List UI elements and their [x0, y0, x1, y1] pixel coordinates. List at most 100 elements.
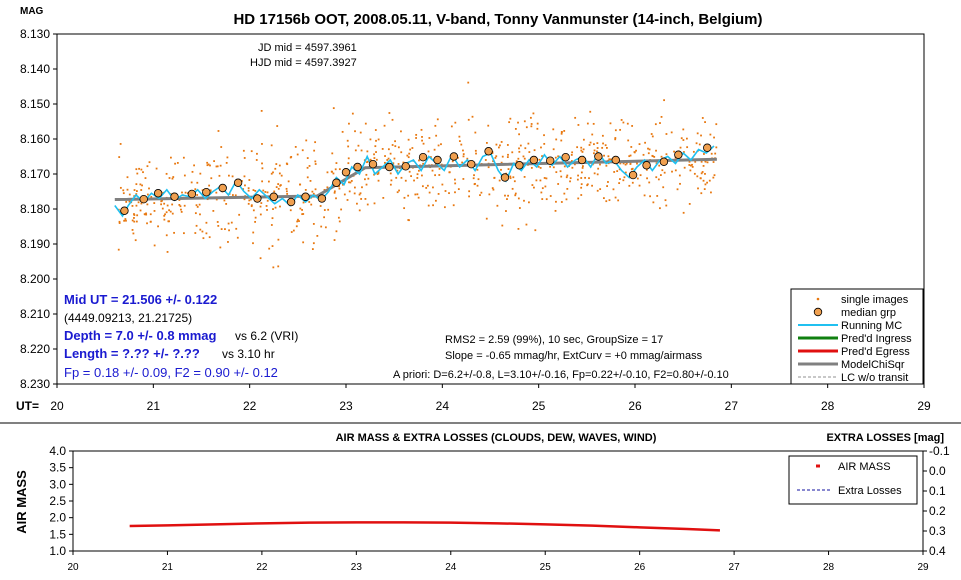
- single-image-point: [135, 183, 138, 186]
- single-image-point: [498, 179, 501, 182]
- single-image-point: [474, 182, 476, 185]
- single-image-point: [555, 171, 558, 174]
- median-grp-point: [202, 187, 211, 197]
- single-image-point: [536, 122, 539, 125]
- median-grp-point: [449, 152, 459, 161]
- single-image-point: [395, 176, 398, 179]
- single-image-point: [644, 141, 646, 144]
- single-image-point: [563, 165, 566, 168]
- single-image-point: [125, 219, 127, 222]
- single-image-point: [215, 165, 218, 168]
- single-image-point: [492, 188, 495, 191]
- single-image-point: [428, 191, 431, 194]
- single-image-point: [396, 191, 399, 194]
- single-image-point: [472, 177, 475, 180]
- single-image-point: [566, 174, 569, 177]
- single-image-point: [576, 178, 579, 181]
- single-image-point: [605, 200, 608, 203]
- single-image-point: [225, 161, 228, 164]
- single-image-point: [519, 144, 522, 147]
- single-image-point: [650, 133, 653, 135]
- single-image-point: [596, 189, 599, 192]
- single-image-point: [298, 220, 300, 223]
- single-image-point: [248, 199, 251, 202]
- single-image-point: [509, 175, 512, 178]
- single-image-point: [375, 151, 377, 153]
- single-image-point: [549, 165, 552, 168]
- single-image-point: [275, 163, 278, 165]
- single-image-point: [592, 122, 595, 125]
- median-grp-point: [187, 189, 197, 199]
- single-image-point: [294, 146, 297, 148]
- median-grp-point: [484, 147, 493, 156]
- single-image-point: [680, 137, 683, 140]
- single-image-point: [586, 183, 589, 186]
- single-image-point: [160, 200, 163, 203]
- single-image-point: [434, 199, 437, 202]
- single-image-point: [250, 204, 253, 207]
- single-image-point: [692, 150, 695, 153]
- bottom-y-label: AIR MASS: [14, 470, 29, 534]
- single-image-point: [390, 179, 393, 182]
- single-image-point: [202, 237, 205, 240]
- single-image-point: [272, 171, 274, 174]
- top-y-tick-label: 8.160: [20, 132, 50, 146]
- single-image-point: [528, 201, 530, 204]
- single-image-point: [215, 191, 218, 194]
- single-image-point: [517, 197, 520, 200]
- single-image-point: [259, 205, 262, 208]
- single-image-point: [607, 155, 610, 158]
- single-image-point: [506, 156, 509, 158]
- single-image-point: [190, 181, 193, 184]
- single-image-point: [653, 155, 656, 158]
- single-image-point: [136, 214, 139, 217]
- legend-label-extra-losses: Extra Losses: [838, 485, 902, 497]
- single-image-point: [712, 176, 715, 179]
- single-image-point: [665, 133, 668, 135]
- single-image-point: [279, 184, 282, 187]
- single-image-point: [602, 197, 605, 200]
- top-y-tick-label: 8.200: [20, 272, 50, 286]
- single-image-point: [290, 231, 293, 233]
- single-image-point: [301, 209, 303, 211]
- single-image-point: [582, 165, 584, 168]
- single-image-point: [708, 179, 711, 182]
- single-image-point: [628, 155, 631, 158]
- single-image-point: [396, 169, 399, 172]
- single-image-point: [225, 203, 228, 205]
- single-image-point: [373, 173, 376, 176]
- single-image-point: [366, 161, 368, 164]
- single-image-point: [448, 192, 450, 195]
- single-image-point: [208, 184, 211, 187]
- top-y-tick-label: 8.220: [20, 342, 50, 356]
- single-image-point: [349, 181, 352, 184]
- single-image-point: [266, 199, 269, 202]
- single-image-point: [196, 194, 199, 196]
- single-image-point: [319, 205, 322, 207]
- single-image-point: [500, 141, 503, 143]
- single-image-point: [545, 198, 548, 201]
- single-image-point: [375, 139, 377, 142]
- single-image-point: [679, 182, 681, 185]
- single-image-point: [665, 153, 668, 156]
- single-image-point: [614, 196, 617, 199]
- single-image-point: [426, 184, 429, 187]
- single-image-point: [597, 167, 600, 170]
- single-image-point: [477, 178, 480, 181]
- median-grp-point: [139, 194, 148, 204]
- single-image-point: [560, 201, 563, 203]
- single-image-point: [507, 168, 510, 170]
- single-image-point: [326, 171, 329, 174]
- single-image-point: [250, 150, 253, 153]
- median-grp-point: [269, 192, 278, 201]
- single-image-point: [375, 158, 378, 161]
- single-image-point: [171, 212, 174, 215]
- single-image-point: [306, 176, 309, 179]
- depth-note: vs 6.2 (VRI): [235, 329, 298, 343]
- single-image-point: [529, 116, 532, 119]
- single-image-point: [410, 175, 412, 177]
- single-image-point: [250, 205, 253, 208]
- single-image-point: [182, 156, 185, 159]
- bottom-right-y-tick-label: 0.3: [929, 524, 946, 538]
- median-grp-point: [529, 155, 539, 165]
